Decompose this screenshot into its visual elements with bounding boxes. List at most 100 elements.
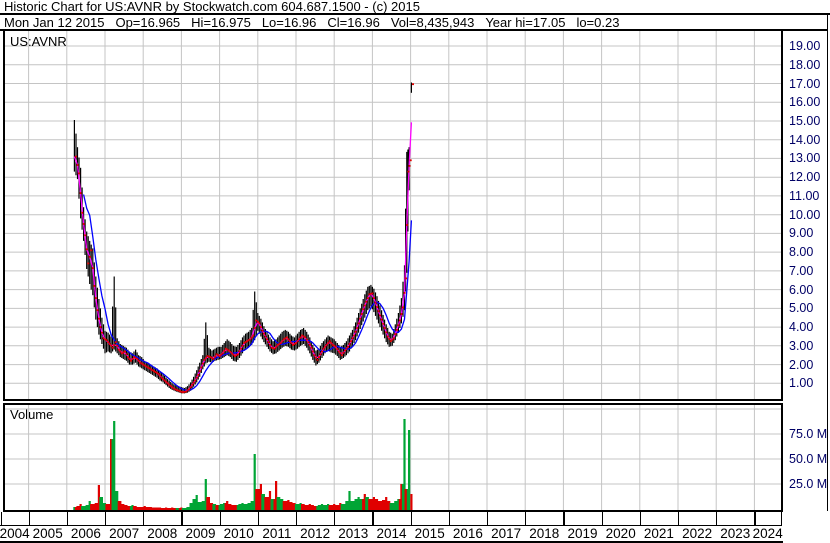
close-tick <box>116 344 119 347</box>
close-tick <box>261 329 264 332</box>
close-tick <box>114 341 117 343</box>
volume-bar-down <box>139 506 142 510</box>
close-tick <box>240 347 243 350</box>
volume-bar-down <box>215 504 218 510</box>
close-tick <box>241 344 244 347</box>
volume-bar-down <box>313 505 316 510</box>
close-tick <box>145 365 148 368</box>
price-tick-label: 17.00 <box>789 76 821 91</box>
year-tick-divider <box>296 511 298 525</box>
close-tick <box>376 306 379 308</box>
volume-bar-down <box>288 501 291 510</box>
volume-bar-up <box>348 490 351 510</box>
volume-bar-down <box>172 507 175 510</box>
quote-field: lo=0.23 <box>576 14 620 30</box>
volume-bar-up <box>401 483 405 510</box>
close-tick <box>191 383 194 386</box>
volume-bar-up <box>394 500 397 510</box>
volume-bar-up <box>84 505 87 510</box>
close-tick <box>299 336 302 339</box>
close-tick <box>237 353 239 356</box>
volume-bar-up <box>114 490 117 510</box>
volume-bar-down <box>310 504 313 510</box>
volume-bar-down <box>96 502 99 510</box>
volume-bar-down <box>388 500 391 510</box>
volume-bar-down <box>410 493 413 510</box>
volume-bar-down <box>119 500 122 510</box>
close-tick <box>224 347 227 350</box>
close-tick <box>339 352 342 355</box>
volume-bar-up <box>392 502 395 510</box>
close-tick <box>374 301 377 304</box>
volume-bar-down <box>275 480 278 510</box>
close-tick <box>247 339 250 342</box>
year-label: 2023 <box>720 526 751 541</box>
close-tick <box>180 390 183 393</box>
close-tick <box>142 363 145 366</box>
close-tick <box>195 376 198 379</box>
close-tick <box>96 309 99 312</box>
volume-bar-up <box>241 502 244 510</box>
volume-bar-up <box>346 500 350 510</box>
price-chart-panel: US:AVNR <box>3 29 783 401</box>
volume-bar-down <box>328 504 331 510</box>
volume-bar-down <box>107 503 110 510</box>
volume-bar-up <box>131 504 134 510</box>
close-tick <box>244 341 247 343</box>
volume-bar-up <box>194 498 197 510</box>
close-tick <box>395 329 398 331</box>
volume-bar-up <box>186 506 189 510</box>
close-tick <box>91 267 94 269</box>
volume-bar-up <box>342 503 345 510</box>
year-tick-divider <box>372 511 374 525</box>
volume-bar-down <box>165 507 168 510</box>
close-tick <box>214 355 217 358</box>
volume-bar-up <box>223 502 226 510</box>
close-tick <box>85 248 88 251</box>
volume-label: Volume <box>10 406 54 422</box>
close-tick <box>99 326 102 328</box>
volume-bar-down <box>74 506 78 510</box>
volume-bar-up <box>345 500 348 510</box>
close-tick <box>172 387 175 390</box>
close-tick <box>386 335 389 338</box>
close-tick <box>259 326 262 328</box>
volume-bar-up <box>191 502 194 510</box>
volume-panel: Volume <box>3 402 783 512</box>
close-tick <box>388 337 391 340</box>
year-tick-row <box>0 511 783 526</box>
close-tick <box>249 338 252 341</box>
close-tick <box>110 344 113 347</box>
volume-bar-down <box>371 498 374 510</box>
volume-bar-down <box>258 488 261 510</box>
volume-bar-down <box>259 483 262 510</box>
close-tick <box>149 368 152 371</box>
volume-bar-up <box>272 498 275 510</box>
close-tick <box>166 382 169 385</box>
volume-bar-down <box>217 504 220 510</box>
price-series-plot <box>5 31 781 399</box>
volume-bar-down <box>233 504 236 510</box>
year-tick-divider <box>143 511 145 525</box>
close-tick <box>379 314 382 317</box>
volume-bar-up <box>189 502 192 510</box>
close-tick <box>348 343 351 345</box>
volume-bar-down <box>235 504 238 510</box>
volume-tick-label: 50.0 M <box>789 451 828 466</box>
volume-bar-up <box>203 500 206 510</box>
close-tick <box>365 300 368 303</box>
volume-bar-up <box>279 498 282 510</box>
year-label: 2010 <box>223 526 254 541</box>
close-tick <box>340 354 343 357</box>
close-tick <box>119 350 122 353</box>
year-label: 2009 <box>185 526 216 541</box>
volume-bar-up <box>99 496 102 510</box>
close-tick <box>88 255 91 258</box>
price-tick-label: 1.00 <box>789 376 814 391</box>
close-tick <box>206 355 209 357</box>
volume-bar-down <box>151 507 154 510</box>
volume-bar-up <box>320 503 324 510</box>
close-tick <box>328 340 331 343</box>
volume-bar-down <box>146 506 149 510</box>
